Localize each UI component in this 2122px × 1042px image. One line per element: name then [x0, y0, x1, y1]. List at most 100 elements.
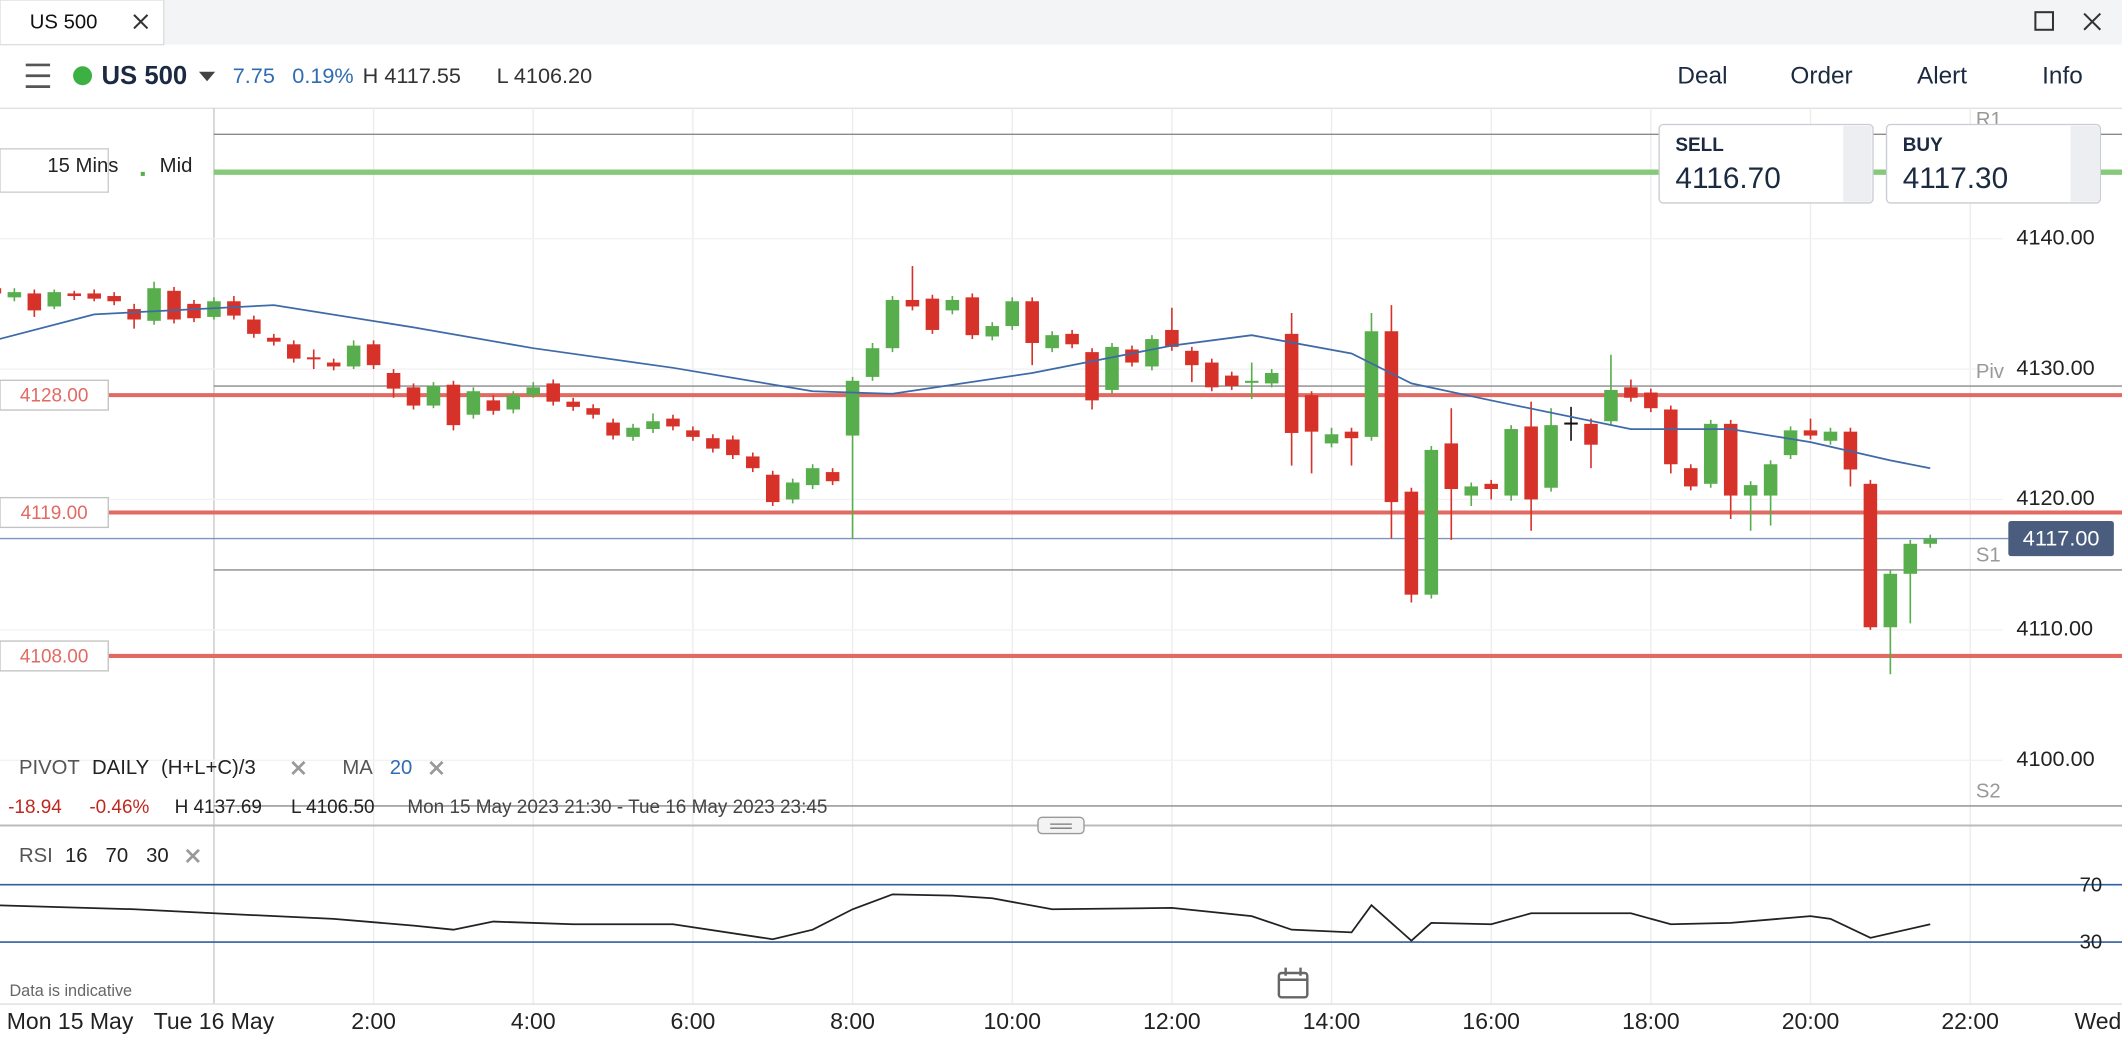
menu-alert[interactable]: Alert: [1917, 63, 1967, 90]
instrument-name[interactable]: US 500: [101, 62, 187, 90]
y-tick-label: 4120.00: [2016, 485, 2094, 510]
candle-body: [606, 422, 620, 436]
moving-average: [0, 304, 1931, 470]
candle-body: [1803, 430, 1818, 436]
buy-label: BUY: [1903, 135, 1943, 156]
close-button[interactable]: [2083, 12, 2102, 31]
candle-body: [1863, 483, 1878, 628]
candle-body: [1923, 538, 1938, 544]
menu-info[interactable]: Info: [2042, 63, 2083, 90]
tag-box: [0, 148, 109, 193]
candle-body: [1284, 333, 1299, 433]
candle-body: [1564, 422, 1578, 425]
candle-body: [1085, 352, 1099, 401]
candle-body: [1584, 423, 1598, 445]
candle-body: [326, 362, 341, 367]
x-tick-label: 18:00: [1622, 1008, 1680, 1034]
candle-body: [526, 387, 541, 396]
interval[interactable]: 15 Mins: [47, 155, 118, 177]
day-high: H 4117.55: [363, 63, 461, 88]
x-tick-label: 2:00: [351, 1008, 396, 1034]
footnote: Data is indicative: [9, 982, 132, 1000]
candle-body: [506, 395, 521, 410]
buy-box[interactable]: [1885, 123, 2102, 204]
y-tick-label: 4100.00: [2016, 746, 2094, 771]
candle-body: [1424, 449, 1439, 595]
rsi-tick-label: 30: [2080, 932, 2103, 954]
x-tick-label: 22:00: [1941, 1008, 1999, 1034]
rsi-name: RSI: [19, 845, 53, 867]
remove-ma[interactable]: [429, 760, 444, 776]
tab[interactable]: [0, 0, 165, 46]
candle-body: [0, 288, 2, 294]
maximize-button[interactable]: [2034, 11, 2054, 31]
candle-body: [1045, 335, 1059, 349]
candle-body: [7, 292, 22, 298]
change-pct: 0.19%: [292, 63, 353, 88]
x-tick-label: 12:00: [1143, 1008, 1201, 1034]
candle-body: [167, 290, 181, 320]
candle-body: [1504, 429, 1518, 496]
candle-body: [805, 468, 820, 486]
candle-body: [1903, 543, 1918, 574]
x-tick-label: 4:00: [511, 1008, 556, 1034]
menu-button[interactable]: [25, 63, 51, 88]
x-tick-label: 20:00: [1782, 1008, 1840, 1034]
handle-grip: [1050, 823, 1072, 829]
day-low: L 4106.20: [497, 63, 592, 88]
candle-body: [486, 400, 501, 411]
sell-box[interactable]: [1658, 123, 1874, 204]
candle-body: [1224, 375, 1239, 387]
pivot-label: Piv: [1976, 361, 2005, 383]
candle-body: [1165, 329, 1179, 347]
divider-handle[interactable]: [1037, 816, 1085, 835]
price-type[interactable]: Mid: [160, 155, 193, 177]
alert-box: [0, 496, 109, 529]
candle-body: [1244, 380, 1259, 383]
candle-body: [905, 299, 920, 307]
candle-body: [346, 345, 361, 367]
candle-body: [965, 297, 980, 336]
candle-body: [1723, 423, 1738, 496]
sell-price: 4116.70: [1675, 162, 1780, 195]
candle-body: [1763, 464, 1778, 496]
period-change-pct: -0.46%: [89, 797, 149, 818]
candle-body: [1264, 372, 1279, 384]
candle-body: [586, 408, 600, 415]
candle-body: [1544, 425, 1558, 488]
candle-body: [785, 482, 800, 500]
remove-rsi[interactable]: [185, 848, 200, 863]
candle-body: [865, 348, 880, 377]
candle-body: [985, 326, 1000, 337]
candle-body: [1205, 362, 1219, 388]
tab-bar: [0, 0, 2122, 45]
candle-body: [1883, 573, 1898, 628]
candle-body: [825, 472, 840, 482]
x-tick-label: Wed: [2074, 1008, 2121, 1034]
candle-body: [1743, 485, 1758, 496]
candle-body: [726, 439, 740, 456]
candle-body: [47, 292, 62, 307]
candle-body: [1185, 350, 1199, 366]
candle-body: [1105, 346, 1119, 390]
candle-body: [1703, 423, 1718, 484]
candle-body: [845, 380, 860, 436]
period-change: -18.94: [8, 797, 62, 818]
remove-pivot[interactable]: [291, 760, 306, 776]
menu-order[interactable]: Order: [1790, 63, 1852, 90]
tab-close[interactable]: [133, 14, 149, 30]
market-status: [73, 66, 93, 86]
candle-body: [646, 421, 660, 430]
instrument-dropdown[interactable]: [198, 71, 216, 82]
calendar-button[interactable]: [1277, 967, 1309, 999]
rsi-param: 30: [146, 845, 169, 867]
candle-body: [287, 344, 301, 359]
y-tick-label: 4110.00: [2016, 616, 2093, 641]
candle-body: [187, 303, 201, 319]
menu-deal[interactable]: Deal: [1677, 63, 1727, 90]
candle-body: [1065, 333, 1079, 345]
candle-body: [1025, 301, 1039, 343]
sell-label: SELL: [1675, 135, 1723, 156]
period-range: Mon 15 May 2023 21:30 - Tue 16 May 2023 …: [407, 797, 827, 818]
